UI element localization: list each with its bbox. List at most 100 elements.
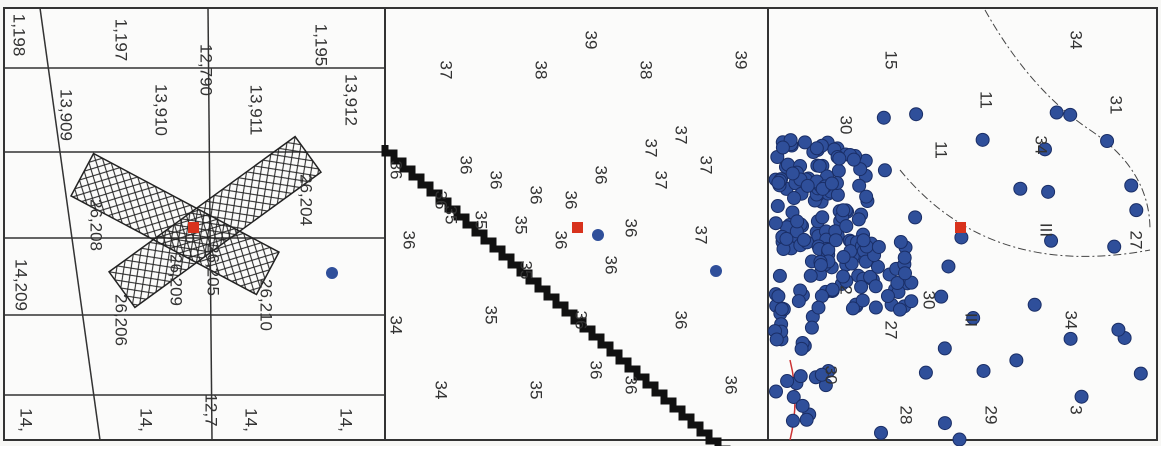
well-dot (847, 153, 860, 166)
map-label: 30 (920, 291, 939, 310)
well-dot (894, 236, 907, 249)
well-dot (909, 211, 922, 224)
map-label: 36 (487, 171, 506, 190)
well-dot (833, 152, 846, 165)
map-label: 36 (387, 161, 406, 180)
well-dot (872, 240, 885, 253)
map-label: 35 (517, 261, 536, 280)
well-dot (770, 385, 783, 398)
well-dot (1130, 204, 1143, 217)
map-label: 13,912 (342, 74, 361, 126)
map-label: 36 (592, 166, 611, 185)
map-label: 26,209 (167, 254, 186, 306)
well-dot (871, 260, 884, 273)
map-label: 37 (672, 126, 691, 145)
well-dot (977, 364, 990, 377)
map-label: 36 (622, 219, 641, 238)
map-label: 13,909 (57, 89, 76, 141)
well-dot (905, 295, 918, 308)
well-dot (1042, 185, 1055, 198)
map-label: 28 (897, 406, 916, 425)
well-dot (899, 267, 912, 280)
map-sheet: 1,1981,19712,7901,19513,90913,91013,9111… (0, 0, 1161, 446)
well-dot (938, 342, 951, 355)
well-dot (769, 217, 782, 230)
well-dot (1010, 354, 1023, 367)
well-dot (815, 289, 828, 302)
map-label: 1,195 (312, 24, 331, 67)
map-label: 36 (672, 311, 691, 330)
map-label: III (962, 313, 981, 327)
map-label: 35 (442, 206, 461, 225)
map-label: 36 (572, 311, 591, 330)
well-dot (976, 133, 989, 146)
well-dot (837, 204, 850, 217)
well-dot (893, 303, 906, 316)
map-label: 34 (432, 381, 451, 400)
map-label: 35 (512, 216, 531, 235)
map-label: 36 (722, 376, 741, 395)
well-dot (813, 159, 826, 172)
well-dot (772, 176, 785, 189)
well-dot (796, 399, 809, 412)
well-dot (1064, 332, 1077, 345)
well-dot (776, 141, 789, 154)
map-label: 1,197 (112, 19, 131, 62)
map-label: 36 (562, 191, 581, 210)
map-label: 36 (602, 256, 621, 275)
map-label: 13,910 (152, 84, 171, 136)
map-label: 37 (437, 61, 456, 80)
map-label: 31 (1107, 96, 1126, 115)
map-label: 35 (527, 381, 546, 400)
well-dot (846, 302, 859, 315)
map-label: 36 (527, 186, 546, 205)
well-dot (869, 280, 882, 293)
well-dot (855, 280, 868, 293)
well-dot (898, 251, 911, 264)
map-label: 26,204 (297, 174, 316, 226)
well-dot (1028, 298, 1041, 311)
map-label: 38 (532, 61, 551, 80)
map-label: 39 (582, 31, 601, 50)
map-label: 38 (637, 61, 656, 80)
map-label: 1,198 (10, 14, 29, 57)
well-dot (878, 164, 891, 177)
map-label: 34 (387, 316, 406, 335)
map-label: 11 (977, 91, 996, 109)
well-dot (829, 234, 842, 247)
map-label: 11 (932, 141, 951, 159)
well-dot (1014, 182, 1027, 195)
map-label: 13,911 (247, 85, 266, 136)
well-dot (794, 370, 807, 383)
map-label: 36 (457, 156, 476, 175)
map-label: 15 (882, 51, 901, 70)
map-label: 34 (1032, 136, 1051, 155)
well-dot (770, 333, 783, 346)
well-dot (814, 259, 827, 272)
well-dot (801, 179, 814, 192)
well-dot (1075, 390, 1088, 403)
well-dot (798, 136, 811, 149)
well-dot (812, 301, 825, 314)
map-label: 39 (732, 51, 751, 70)
map-label: 36 (587, 361, 606, 380)
map-label: 3 (1067, 405, 1086, 414)
well-dot (881, 290, 894, 303)
well-dot (1101, 135, 1114, 148)
well-dot (837, 251, 850, 264)
map-label: 30 (822, 366, 841, 385)
well-dot (852, 213, 865, 226)
well-dot (910, 108, 923, 121)
well-dot (1064, 108, 1077, 121)
well-dot (798, 233, 811, 246)
map-label: 37 (642, 139, 661, 158)
well-dot (825, 177, 838, 190)
well-dot (800, 413, 813, 426)
well-dot (810, 142, 823, 155)
well-dot (832, 164, 845, 177)
well-dot (775, 303, 788, 316)
well-dot (837, 270, 850, 283)
map-label: 34 (1067, 31, 1086, 50)
map-label: 35 (482, 306, 501, 325)
map-label: 26,206 (112, 294, 131, 346)
